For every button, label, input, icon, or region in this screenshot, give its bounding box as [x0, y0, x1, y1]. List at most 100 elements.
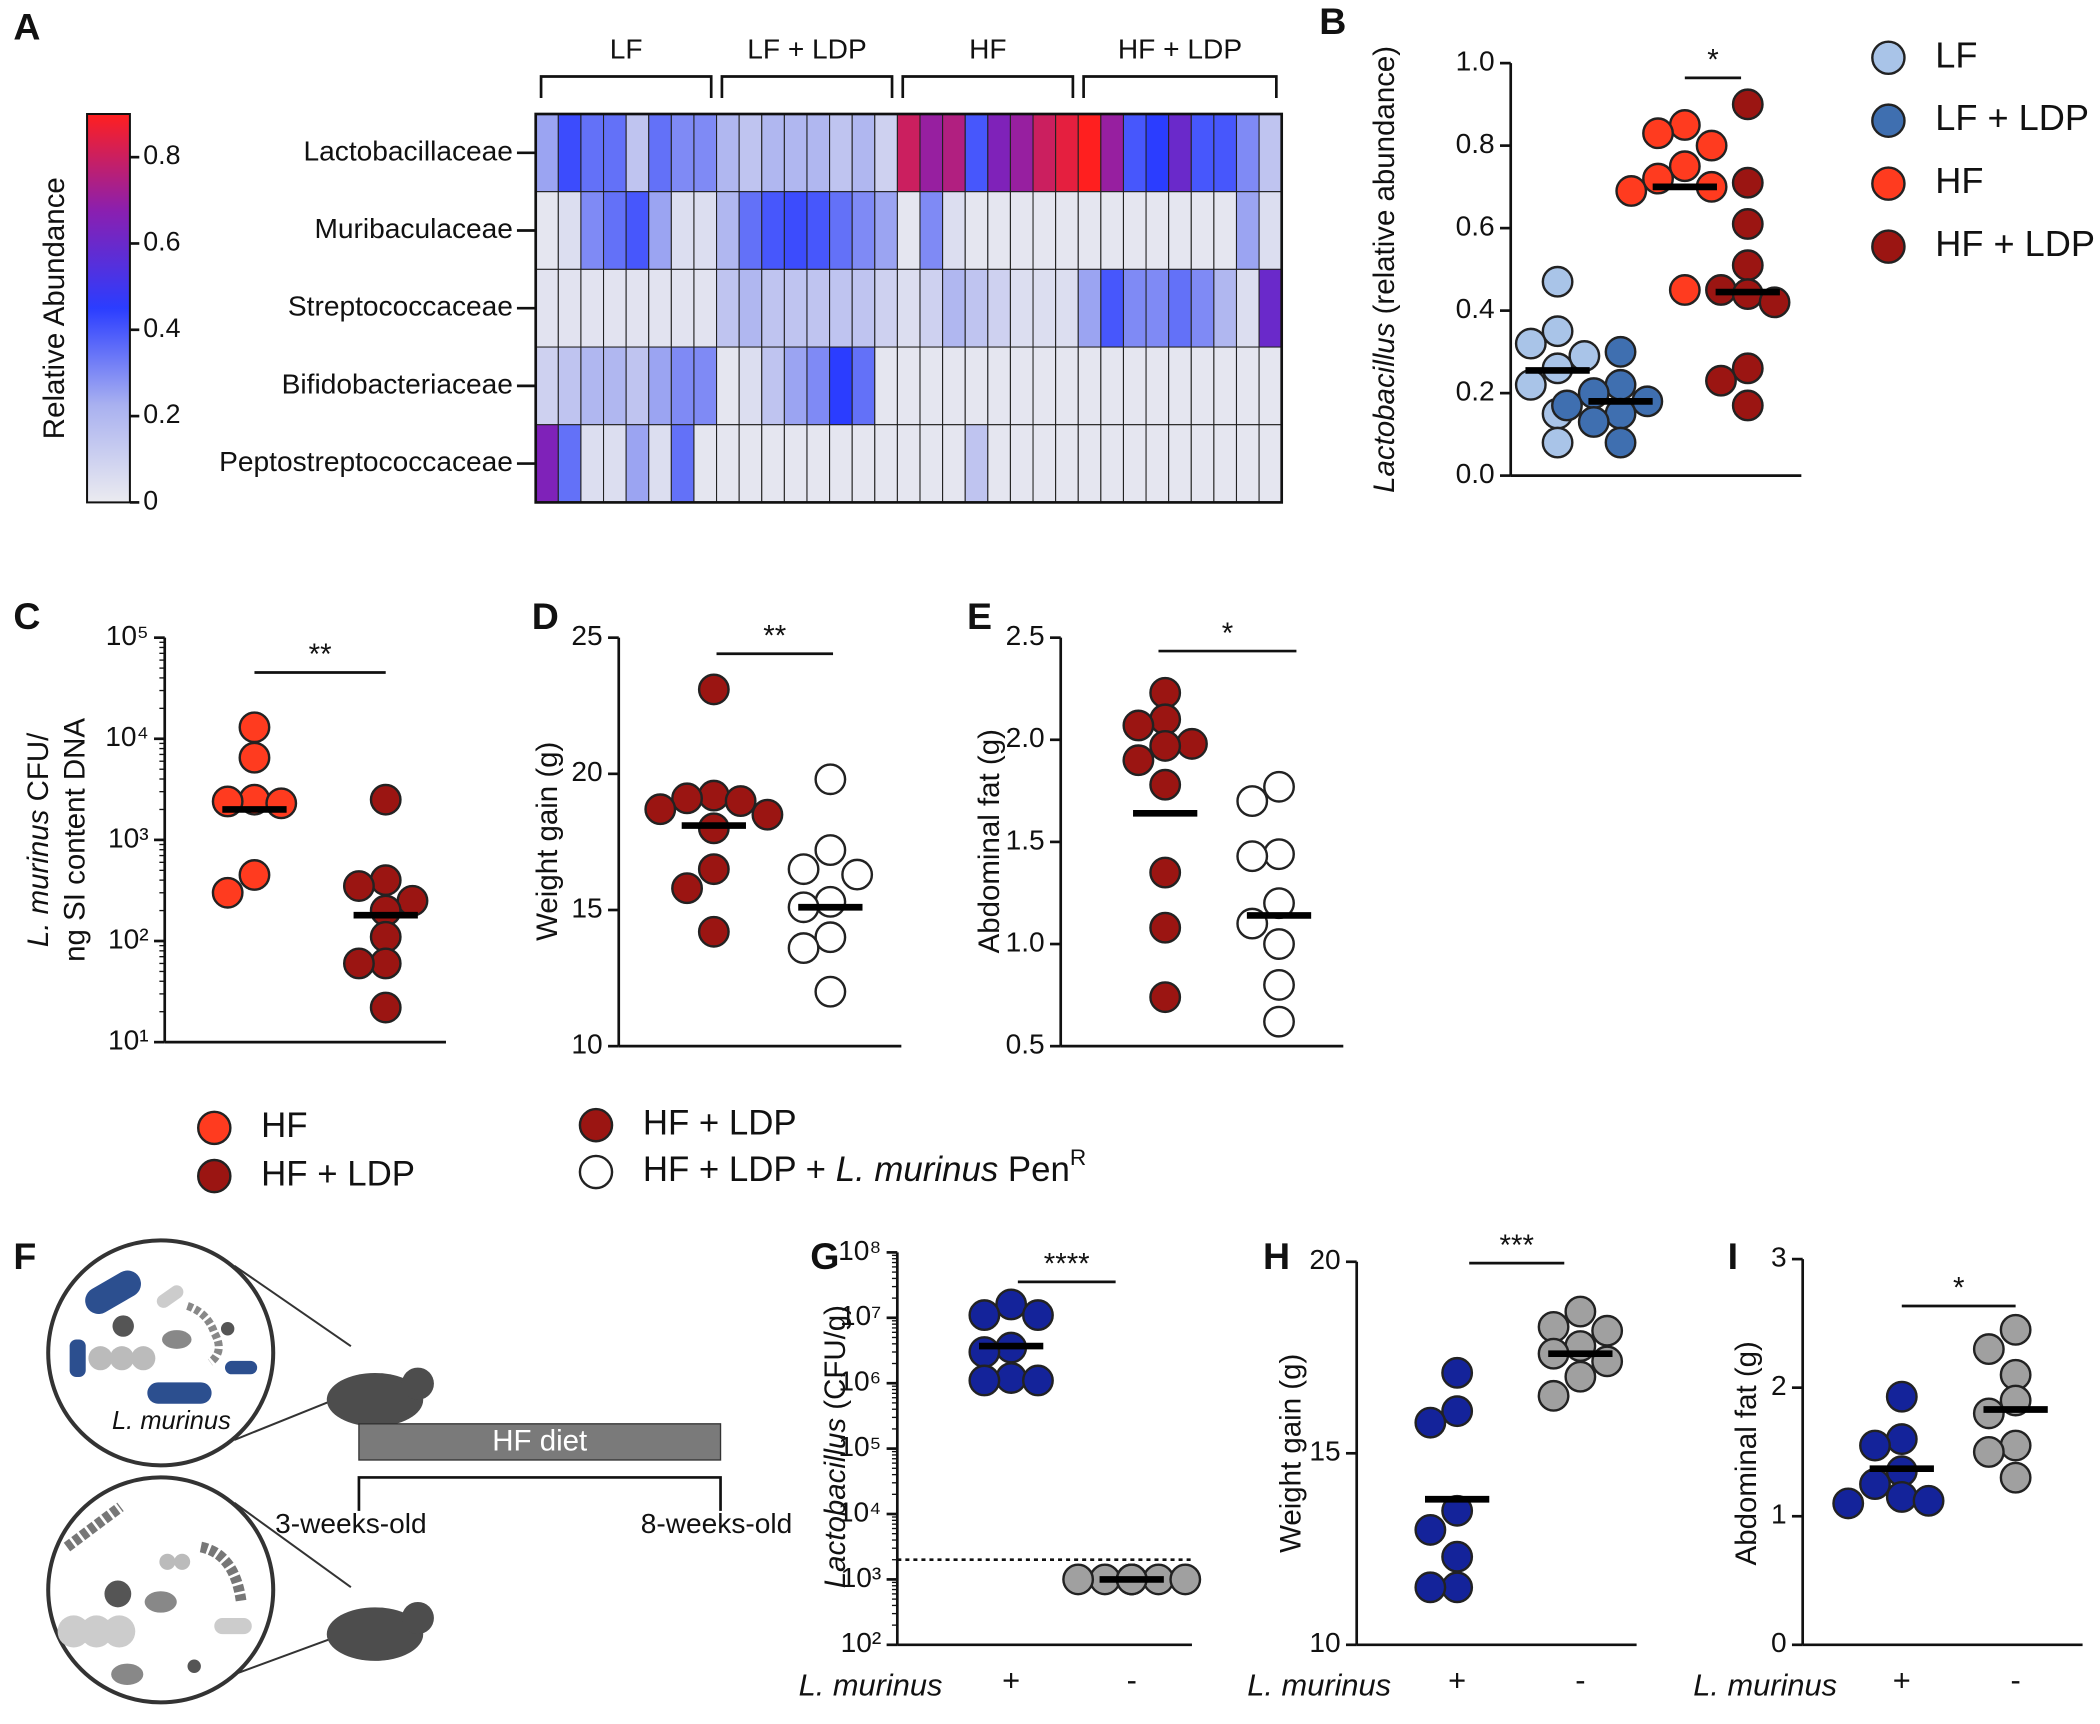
heatmap-cell	[648, 191, 672, 270]
data-point	[1972, 1333, 2005, 1366]
x-tick-label: -	[2010, 1662, 2020, 1697]
heatmap-cell	[1077, 268, 1102, 348]
data-point	[1568, 340, 1601, 372]
data-point	[1731, 88, 1764, 121]
data-point	[697, 853, 730, 886]
heatmap-cell	[1258, 191, 1283, 270]
heatmap-cell	[1258, 113, 1283, 193]
panel-letter: E	[967, 595, 992, 637]
y-tick-label: 2	[1771, 1370, 1787, 1401]
data-point	[369, 894, 402, 927]
legend-label: HF	[1935, 160, 1983, 201]
significance-label: ****	[1044, 1248, 1090, 1281]
data-point	[671, 872, 703, 905]
data-point	[1149, 703, 1182, 736]
heatmap-cell	[670, 424, 695, 503]
heatmap-cell	[738, 346, 763, 426]
y-tick-label: 10	[571, 1029, 602, 1060]
y-tick-label: 2.5	[1006, 620, 1045, 651]
heatmap-cell	[851, 113, 876, 193]
y-tick-label: 10	[1309, 1627, 1340, 1658]
heatmap-cell	[919, 346, 944, 426]
bacterium	[186, 1302, 223, 1366]
timeline-start: 3-weeks-old	[275, 1508, 427, 1539]
y-tick-label: 25	[571, 620, 602, 651]
heatmap-cell	[806, 113, 831, 193]
bacterium	[159, 1553, 176, 1570]
y-tick-label: 0.2	[1456, 376, 1495, 407]
y-tick-label: 0.8	[1456, 128, 1495, 159]
data-point	[968, 1364, 1001, 1397]
heatmap-cell	[1122, 268, 1147, 348]
colorbar	[86, 113, 131, 504]
data-point	[1149, 856, 1182, 889]
data-point	[1176, 727, 1208, 760]
data-point	[1668, 150, 1701, 183]
heatmap-cell	[1100, 268, 1124, 348]
data-point	[814, 975, 847, 1008]
data-point	[369, 783, 402, 816]
legend-label: HF	[261, 1106, 307, 1145]
y-axis-label: Lactobacillus (relative abundance)	[1368, 46, 1401, 493]
row-label: Streptococcaceae	[288, 291, 513, 322]
heatmap-cell	[761, 113, 785, 193]
heatmap-cell	[1077, 113, 1102, 193]
timeline	[357, 1476, 722, 1511]
heatmap-cell	[580, 424, 605, 503]
heatmap-cell	[1145, 268, 1170, 348]
y-axis-label-part: ng SI content DNA	[58, 718, 91, 962]
data-point	[814, 763, 847, 796]
data-point	[1022, 1364, 1054, 1397]
heatmap-cell	[761, 268, 785, 348]
heatmap-cell	[761, 346, 785, 426]
y-tick-label: 10⁵	[106, 620, 149, 651]
heatmap-cell	[648, 268, 672, 348]
x-axis-label-part: L. murinus	[1693, 1668, 1837, 1703]
y-tick-label: 3	[1771, 1242, 1787, 1273]
data-point	[1615, 175, 1648, 207]
legend-label: HF + LDP + L. murinus PenR	[643, 1146, 1086, 1190]
legend-marker	[1871, 103, 1906, 138]
y-tick-label: 0	[1771, 1627, 1787, 1658]
x-tick-label: +	[1002, 1662, 1020, 1697]
data-point	[697, 779, 730, 812]
heatmap-cell	[1009, 346, 1034, 426]
heatmap-cell	[1235, 191, 1260, 270]
heatmap-cell	[1032, 346, 1057, 426]
heatmap-cell	[783, 424, 808, 503]
data-point	[1263, 968, 1295, 1001]
heatmap-cell	[1168, 113, 1192, 193]
heatmap-cell	[1190, 268, 1215, 348]
significance-label: ***	[1500, 1229, 1534, 1262]
heatmap-cell	[535, 191, 559, 270]
diagram-f: F L. murinus HF d	[13, 1235, 792, 1705]
data-point	[1414, 1571, 1447, 1604]
x-tick-label: +	[1448, 1662, 1466, 1697]
heatmap-cell	[535, 113, 559, 193]
heatmap-cell	[602, 113, 627, 193]
x-tick-label: -	[1575, 1662, 1585, 1697]
data-point	[1263, 838, 1295, 871]
legend-marker	[197, 1158, 232, 1194]
bacterium	[111, 1663, 144, 1685]
heatmap-cell	[557, 191, 582, 270]
bacterium	[187, 1659, 201, 1673]
bacterium	[103, 1615, 136, 1648]
data-point	[342, 870, 375, 902]
heatmap-cell	[1145, 191, 1170, 270]
data-point	[1564, 1360, 1597, 1393]
data-point	[814, 834, 847, 867]
data-point	[1263, 1005, 1295, 1038]
y-tick-label: 1.0	[1006, 926, 1045, 957]
heatmap-cell	[829, 424, 853, 503]
heatmap-cell	[1100, 424, 1124, 503]
heatmap-cell	[896, 113, 921, 193]
legend-label-part: R	[1070, 1146, 1086, 1171]
heatmap-cell	[1122, 424, 1147, 503]
heatmap-cell	[851, 268, 876, 348]
heatmap-cell	[829, 268, 853, 348]
legend-marker	[578, 1154, 614, 1190]
data-point	[1537, 1310, 1570, 1343]
heatmap-cell	[580, 113, 605, 193]
y-tick-label: 10⁸	[838, 1235, 881, 1266]
